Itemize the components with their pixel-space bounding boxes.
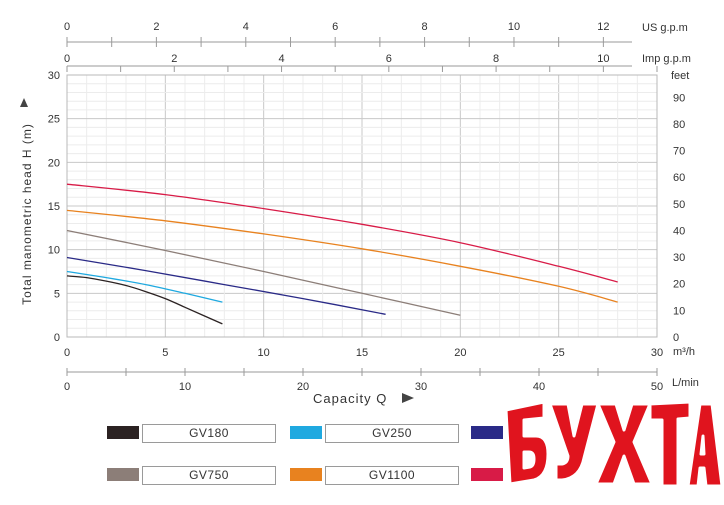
lmin-tick-label: 30	[415, 381, 427, 393]
x-tick-label: 15	[356, 347, 368, 359]
y2-tick-label: 10	[673, 305, 685, 317]
y-tick-label: 25	[48, 114, 60, 126]
plot-frame	[66, 74, 658, 338]
x-axis-arrow	[402, 393, 414, 403]
y-tick-label: 5	[54, 288, 60, 300]
x-tick-label: 25	[553, 347, 565, 359]
x-axis-label: Capacity Q	[313, 391, 387, 406]
y2-tick-label: 40	[673, 225, 685, 237]
y2-tick-label: 30	[673, 252, 685, 264]
impgpm-tick-label: 10	[597, 53, 609, 65]
x-tick-label: 5	[162, 347, 168, 359]
impgpm-tick-label: 0	[64, 53, 70, 65]
series-line-gv1100	[66, 209, 618, 303]
series-line-gv400	[66, 256, 386, 315]
series-line-gv250	[66, 270, 223, 303]
usgpm-tick-label: 6	[332, 21, 338, 33]
y2-tick-label: 20	[673, 279, 685, 291]
lmin-tick-label: 0	[64, 381, 70, 393]
y-tick-label: 15	[48, 201, 60, 213]
usgpm-tick-label: 2	[153, 21, 159, 33]
y2-tick-label: 90	[673, 92, 685, 104]
y2-tick-label: 60	[673, 172, 685, 184]
lmin-tick-label: 40	[533, 381, 545, 393]
y-tick-label: 0	[54, 332, 60, 344]
impgpm-tick-label: 4	[278, 53, 284, 65]
usgpm-tick-label: 8	[422, 21, 428, 33]
usgpm-tick-label: 4	[243, 21, 249, 33]
lmin-tick-label: 50	[651, 381, 663, 393]
x-tick-label: 30	[651, 347, 663, 359]
y-axis-arrow	[20, 98, 28, 107]
lmin-unit-label: L/min	[672, 377, 699, 389]
y-tick-label: 30	[48, 70, 60, 82]
impgpm-tick-label: 8	[493, 53, 499, 65]
buhta-logo-watermark	[504, 400, 722, 488]
y2-tick-label: 80	[673, 119, 685, 131]
usgpm-unit-label: US g.p.m	[642, 22, 688, 34]
x-unit-label: m³/h	[673, 346, 695, 358]
y2-tick-label: 50	[673, 199, 685, 211]
y-tick-label: 20	[48, 157, 60, 169]
y-axis-label: Total manometric head H (m)	[20, 123, 34, 305]
x-tick-label: 10	[258, 347, 270, 359]
x-tick-label: 0	[64, 347, 70, 359]
impgpm-unit-label: Imp g.p.m	[642, 53, 691, 65]
series-line-gv1500	[66, 183, 618, 283]
y2-tick-label: 70	[673, 146, 685, 158]
impgpm-tick-label: 2	[171, 53, 177, 65]
impgpm-tick-label: 6	[386, 53, 392, 65]
y-tick-label: 10	[48, 245, 60, 257]
lmin-tick-label: 20	[297, 381, 309, 393]
series-line-gv180	[66, 275, 223, 325]
lmin-tick-label: 10	[179, 381, 191, 393]
x-tick-label: 20	[454, 347, 466, 359]
usgpm-tick-label: 0	[64, 21, 70, 33]
y2-unit-label: feet	[671, 70, 689, 82]
y2-tick-label: 0	[673, 332, 679, 344]
usgpm-tick-label: 12	[597, 21, 609, 33]
usgpm-tick-label: 10	[508, 21, 520, 33]
series-line-gv750	[66, 229, 461, 316]
